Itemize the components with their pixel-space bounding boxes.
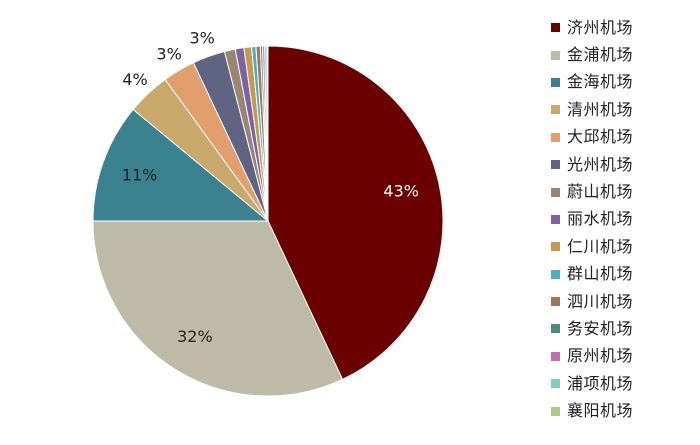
legend-swatch	[551, 160, 560, 170]
legend-swatch	[551, 269, 560, 279]
legend-swatch	[551, 297, 560, 307]
slice-percent-label: 3%	[190, 29, 215, 48]
slice-percent-label: 43%	[383, 182, 419, 201]
legend-item: 浦项机场	[551, 370, 691, 397]
legend-label: 蔚山机场	[567, 182, 634, 202]
legend-label: 金海机场	[567, 72, 634, 92]
legend-swatch	[551, 187, 560, 197]
legend-swatch	[551, 406, 560, 416]
legend-item: 大邱机场	[551, 124, 691, 151]
legend-item: 清州机场	[551, 96, 691, 123]
legend-label: 群山机场	[567, 264, 634, 284]
legend-item: 丽水机场	[551, 206, 691, 233]
legend-label: 务安机场	[567, 318, 634, 338]
legend-item: 济州机场	[551, 14, 691, 41]
pie-slice	[267, 45, 444, 381]
legend-swatch	[551, 242, 560, 252]
legend-swatch	[551, 379, 560, 389]
legend-item: 襄阳机场	[551, 397, 691, 424]
slice-percent-label: 3%	[156, 44, 181, 63]
legend-swatch	[551, 50, 560, 60]
legend-swatch	[551, 105, 560, 115]
legend-label: 丽水机场	[567, 209, 634, 229]
legend-item: 蔚山机场	[551, 178, 691, 205]
legend-label: 光州机场	[567, 154, 634, 174]
legend-item: 光州机场	[551, 151, 691, 178]
slice-percent-label: 11%	[122, 165, 158, 184]
slice-percent-label: 32%	[177, 327, 213, 346]
legend-label: 原州机场	[567, 346, 634, 366]
legend-swatch	[551, 351, 560, 361]
legend-swatch	[551, 77, 560, 87]
legend-swatch	[551, 324, 560, 334]
legend-label: 浦项机场	[567, 373, 634, 393]
legend-label: 济州机场	[567, 17, 634, 37]
legend-label: 金浦机场	[567, 45, 634, 65]
legend-swatch	[551, 132, 560, 142]
legend-item: 金海机场	[551, 69, 691, 96]
legend-swatch	[551, 214, 560, 224]
legend-item: 泗川机场	[551, 288, 691, 315]
pie-slice	[266, 45, 269, 222]
legend-label: 仁川机场	[567, 236, 634, 256]
legend: 济州机场金浦机场金海机场清州机场大邱机场光州机场蔚山机场丽水机场仁川机场群山机场…	[551, 14, 691, 425]
legend-item: 仁川机场	[551, 233, 691, 260]
legend-item: 原州机场	[551, 343, 691, 370]
slice-percent-label: 4%	[122, 70, 147, 89]
pie-slice	[92, 108, 270, 222]
legend-swatch	[551, 23, 560, 33]
legend-item: 金浦机场	[551, 41, 691, 68]
legend-label: 清州机场	[567, 99, 634, 119]
legend-item: 群山机场	[551, 261, 691, 288]
legend-label: 泗川机场	[567, 291, 634, 311]
legend-label: 大邱机场	[567, 127, 634, 147]
legend-item: 务安机场	[551, 315, 691, 342]
pie-slice	[92, 220, 344, 397]
legend-label: 襄阳机场	[567, 401, 634, 421]
